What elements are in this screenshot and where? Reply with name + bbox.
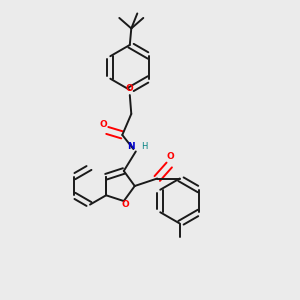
Text: O: O	[122, 200, 129, 209]
Text: O: O	[126, 84, 134, 93]
Text: O: O	[166, 152, 174, 161]
Text: O: O	[100, 120, 108, 129]
Text: H: H	[141, 142, 148, 151]
Text: N: N	[127, 142, 134, 151]
